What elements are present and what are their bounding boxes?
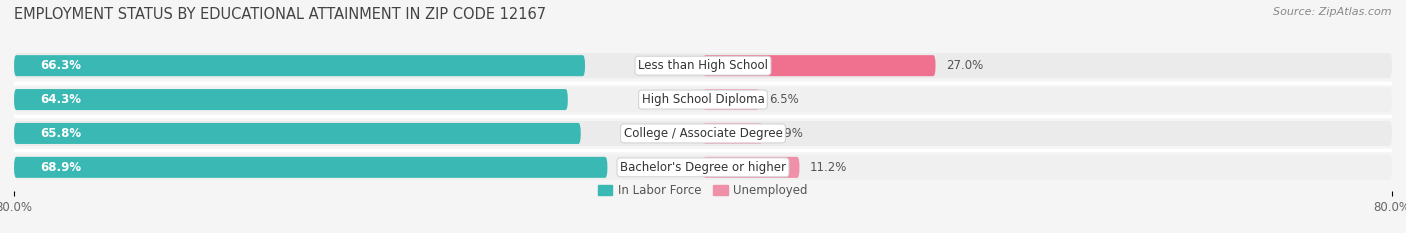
Text: 68.9%: 68.9% (39, 161, 82, 174)
FancyBboxPatch shape (14, 157, 607, 178)
FancyBboxPatch shape (703, 55, 935, 76)
Text: 65.8%: 65.8% (39, 127, 82, 140)
Text: Source: ZipAtlas.com: Source: ZipAtlas.com (1274, 7, 1392, 17)
FancyBboxPatch shape (14, 155, 1392, 180)
Legend: In Labor Force, Unemployed: In Labor Force, Unemployed (598, 184, 808, 197)
FancyBboxPatch shape (14, 123, 581, 144)
FancyBboxPatch shape (14, 87, 1392, 112)
Text: College / Associate Degree: College / Associate Degree (624, 127, 782, 140)
Text: Less than High School: Less than High School (638, 59, 768, 72)
Text: High School Diploma: High School Diploma (641, 93, 765, 106)
Text: 66.3%: 66.3% (39, 59, 82, 72)
FancyBboxPatch shape (14, 55, 585, 76)
Text: EMPLOYMENT STATUS BY EDUCATIONAL ATTAINMENT IN ZIP CODE 12167: EMPLOYMENT STATUS BY EDUCATIONAL ATTAINM… (14, 7, 546, 22)
FancyBboxPatch shape (14, 53, 1392, 78)
Text: 6.5%: 6.5% (769, 93, 799, 106)
Text: Bachelor's Degree or higher: Bachelor's Degree or higher (620, 161, 786, 174)
Text: 11.2%: 11.2% (810, 161, 848, 174)
FancyBboxPatch shape (703, 123, 762, 144)
FancyBboxPatch shape (14, 89, 568, 110)
FancyBboxPatch shape (703, 157, 800, 178)
Text: 64.3%: 64.3% (39, 93, 82, 106)
Text: 27.0%: 27.0% (946, 59, 983, 72)
FancyBboxPatch shape (14, 121, 1392, 146)
FancyBboxPatch shape (703, 89, 759, 110)
Text: 6.9%: 6.9% (773, 127, 803, 140)
